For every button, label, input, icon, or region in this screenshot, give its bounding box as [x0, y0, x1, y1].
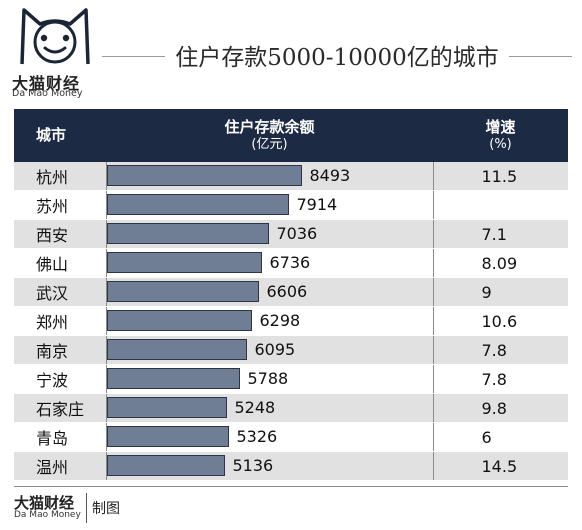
deposit-value-label: 8493: [309, 166, 351, 185]
growth-cell: 7.8: [433, 364, 568, 394]
header-deposit-label: 住户存款余额: [224, 117, 315, 136]
footer-rule: [14, 486, 568, 487]
growth-cell: 8.09: [433, 248, 568, 278]
header-deposit-unit: (亿元): [251, 136, 288, 152]
brand-name-en: Da Mao Money: [12, 88, 83, 99]
deposit-bar: [106, 252, 262, 273]
growth-cell: 10.6: [433, 306, 568, 336]
deposit-value-label: 6736: [269, 253, 311, 272]
growth-cell: 9: [433, 277, 568, 307]
header-growth-unit: (%): [489, 136, 512, 152]
table-row: 青岛 5326 6: [14, 422, 568, 452]
footer-divider: [86, 493, 87, 523]
brand-logo: 大猫财经 Da Mao Money: [10, 4, 102, 99]
table-row: 苏州 7914: [14, 190, 568, 220]
deposit-bar: [106, 426, 229, 447]
deposit-value-label: 7914: [296, 195, 338, 214]
city-cell: 石家庄: [14, 393, 107, 423]
header-growth: 增速 (%): [433, 109, 568, 162]
footer-brand-cn: 大猫财经: [14, 494, 75, 512]
footer-brand-en: Da Mao Money: [14, 510, 81, 520]
deposit-bar: [106, 310, 252, 331]
deposit-value-label: 5788: [247, 369, 289, 388]
deposit-cell: 6606: [106, 277, 434, 307]
footer: 大猫财经 Da Mao Money 制图: [0, 486, 582, 530]
deposit-value-label: 5136: [232, 456, 274, 475]
deposit-cell: 6298: [106, 306, 434, 336]
deposit-bar: [106, 223, 269, 244]
deposit-value-label: 6298: [259, 311, 301, 330]
deposit-cell: 6736: [106, 248, 434, 278]
deposit-value-label: 5326: [236, 427, 278, 446]
deposit-cell: 6095: [106, 335, 434, 365]
table-row: 佛山 6736 8.09: [14, 248, 568, 278]
table-row: 西安 7036 7.1: [14, 219, 568, 249]
header-deposit: 住户存款余额 (亿元): [106, 109, 433, 162]
table-row: 石家庄 5248 9.8: [14, 393, 568, 423]
deposit-cell: 5248: [106, 393, 434, 423]
header-city: 城市: [14, 109, 106, 162]
growth-cell: 14.5: [433, 451, 568, 481]
city-cell: 佛山: [14, 248, 107, 278]
deposit-bar: [106, 339, 247, 360]
deposit-cell: 8493: [106, 162, 434, 191]
deposit-cell: 7914: [106, 190, 434, 220]
table-body: 杭州 8493 11.5 苏州 7914 西安 7036 7.1 佛山 6736 8.09 武汉 660…: [14, 162, 568, 481]
deposit-table: 城市 住户存款余额 (亿元) 增速 (%) 杭州 8493 11.5 苏州 7914 西安…: [14, 109, 568, 481]
city-cell: 杭州: [14, 162, 107, 191]
deposit-bar: [106, 194, 289, 215]
city-cell: 武汉: [14, 277, 107, 307]
footer-made-by: 制图: [92, 501, 120, 517]
table-row: 郑州 6298 10.6: [14, 306, 568, 336]
deposit-cell: 5326: [106, 422, 434, 452]
deposit-value-label: 7036: [276, 224, 318, 243]
table-header-row: 城市 住户存款余额 (亿元) 增速 (%): [14, 109, 568, 162]
city-cell: 南京: [14, 335, 107, 365]
deposit-cell: 7036: [106, 219, 434, 249]
growth-cell: 7.8: [433, 335, 568, 365]
growth-cell: 7.1: [433, 219, 568, 249]
city-cell: 温州: [14, 451, 107, 481]
deposit-bar: [106, 165, 302, 186]
brand-name-cn: 大猫财经: [12, 74, 81, 93]
chart-title: 住户存款5000-10000亿的城市: [102, 38, 572, 72]
deposit-cell: 5788: [106, 364, 434, 394]
deposit-value-label: 6606: [266, 282, 308, 301]
header-growth-label: 增速: [485, 117, 516, 136]
table-row: 杭州 8493 11.5: [14, 162, 568, 191]
deposit-value-label: 6095: [254, 340, 296, 359]
growth-cell: 6: [433, 422, 568, 452]
city-cell: 郑州: [14, 306, 107, 336]
table-row: 南京 6095 7.8: [14, 335, 568, 365]
growth-cell: 9.8: [433, 393, 568, 423]
city-cell: 西安: [14, 219, 107, 249]
table-row: 温州 5136 14.5: [14, 451, 568, 481]
city-cell: 宁波: [14, 364, 107, 394]
deposit-bar: [106, 455, 225, 476]
city-cell: 苏州: [14, 190, 107, 220]
deposit-bar: [106, 281, 259, 302]
cat-logo-icon: [20, 8, 90, 65]
growth-cell: [433, 190, 568, 220]
table-row: 武汉 6606 9: [14, 277, 568, 307]
growth-cell: 11.5: [433, 162, 568, 191]
deposit-cell: 5136: [106, 451, 434, 481]
table-row: 宁波 5788 7.8: [14, 364, 568, 394]
deposit-value-label: 5248: [234, 398, 276, 417]
deposit-bar: [106, 368, 240, 389]
city-cell: 青岛: [14, 422, 107, 452]
chart-title-area: 住户存款5000-10000亿的城市: [102, 32, 572, 82]
deposit-bar: [106, 397, 227, 418]
